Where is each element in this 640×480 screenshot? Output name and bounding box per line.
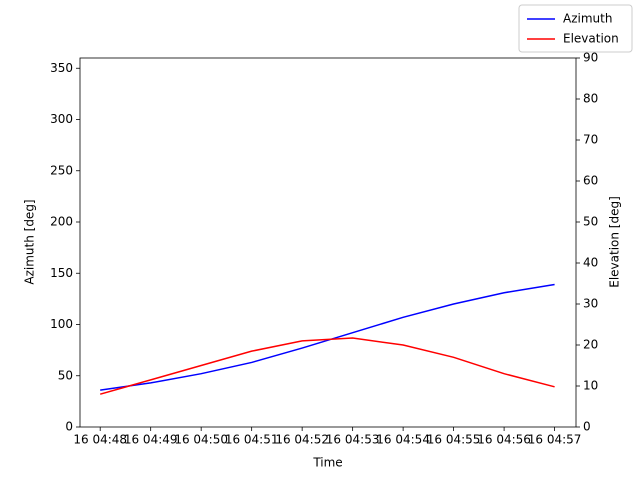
- legend-label: Elevation: [563, 32, 619, 46]
- x-tick-label: 16 04:48: [73, 433, 127, 447]
- y-tick-label: 300: [50, 112, 73, 126]
- y-tick-label: 100: [50, 317, 73, 331]
- y2-tick-label: 20: [583, 338, 598, 352]
- y2-axis-label: Elevation [deg]: [608, 196, 622, 288]
- y2-tick-label: 50: [583, 215, 598, 229]
- y2-tick-label: 30: [583, 297, 598, 311]
- series-line: [99, 337, 555, 395]
- x-tick-label: 16 04:49: [124, 433, 178, 447]
- x-tick-label: 16 04:51: [225, 433, 279, 447]
- legend-label: Azimuth: [563, 12, 612, 26]
- y-axis-label: Azimuth [deg]: [23, 199, 37, 284]
- x-tick-label: 16 04:56: [477, 433, 531, 447]
- y-tick-label: 200: [50, 215, 73, 229]
- x-tick-label: 16 04:52: [275, 433, 329, 447]
- y2-tick-label: 10: [583, 379, 598, 393]
- y2-tick-label: 70: [583, 133, 598, 147]
- series-line: [100, 283, 555, 391]
- x-tick-label: 16 04:53: [326, 433, 380, 447]
- y2-tick-label: 80: [583, 92, 598, 106]
- y-tick-label: 0: [65, 420, 73, 434]
- y2-tick-label: 60: [583, 174, 598, 188]
- legend-box: [518, 4, 633, 53]
- x-tick-label: 16 04:50: [174, 433, 228, 447]
- y2-tick-label: 40: [583, 256, 598, 270]
- x-axis-label: Time: [312, 456, 342, 470]
- y-tick-label: 150: [50, 266, 73, 280]
- plot-frame: [79, 57, 577, 428]
- y-tick-label: 350: [50, 61, 73, 75]
- x-tick-label: 16 04:54: [376, 433, 430, 447]
- y-tick-label: 250: [50, 163, 73, 177]
- x-tick-label: 16 04:57: [528, 433, 582, 447]
- x-tick-label: 16 04:55: [427, 433, 481, 447]
- y-tick-label: 50: [58, 368, 73, 382]
- y2-tick-label: 0: [583, 420, 591, 434]
- y2-tick-label: 90: [583, 51, 598, 65]
